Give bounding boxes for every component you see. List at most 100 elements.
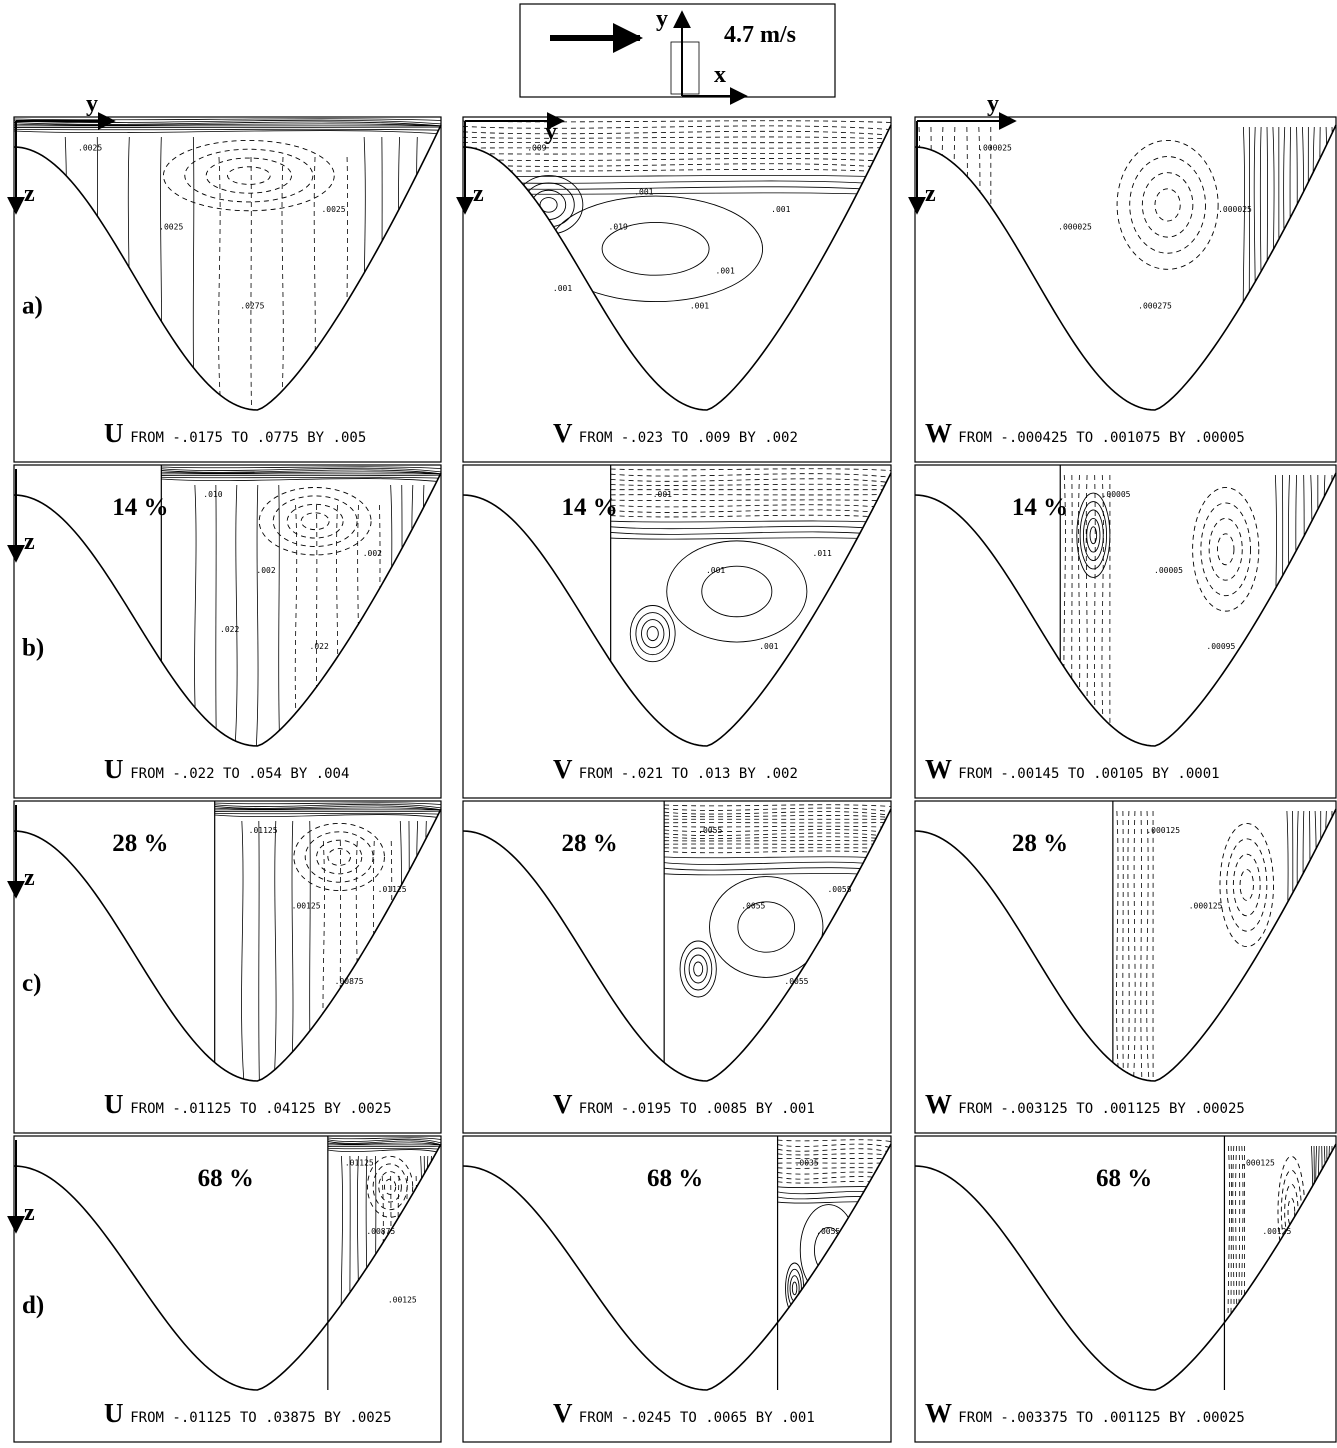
v-contour bbox=[701, 565, 773, 618]
range-text: FROM -.023 TO .009 BY .002 bbox=[579, 430, 798, 446]
blockage-percent-label: 14 % bbox=[561, 494, 617, 521]
v-contour bbox=[610, 468, 891, 471]
v-contour bbox=[610, 499, 891, 502]
w-contour bbox=[1231, 1145, 1235, 1390]
range-caption: W FROM -.003125 TO .001125 BY .00025 bbox=[925, 1089, 1245, 1119]
contour-value-label: .001 bbox=[759, 642, 778, 651]
range-caption: W FROM -.00145 TO .00105 BY .0001 bbox=[925, 754, 1220, 784]
range-caption: V FROM -.021 TO .013 BY .002 bbox=[553, 754, 798, 784]
contour-value-label: .0025 bbox=[78, 143, 102, 152]
u-contour bbox=[327, 1137, 441, 1140]
v-contour bbox=[601, 222, 710, 276]
panel-v-c: .0055 .0055 .0055 .0055 28 % V FROM -.0195 TO… bbox=[462, 800, 892, 1134]
u-contour bbox=[327, 1140, 441, 1146]
contour-value-label: .0055 bbox=[816, 1227, 840, 1236]
contour-value-label: .000275 bbox=[1138, 302, 1172, 311]
w-contour bbox=[1192, 487, 1260, 612]
range-caption: V FROM -.0245 TO .0065 BY .001 bbox=[553, 1398, 815, 1428]
w-contour bbox=[1241, 1145, 1245, 1390]
blockage-percent-label: 28 % bbox=[1012, 830, 1068, 857]
panel-frame bbox=[462, 464, 892, 799]
w-contour bbox=[1154, 188, 1181, 222]
u-contour bbox=[241, 820, 245, 1081]
contour-value-label: .0055 bbox=[698, 826, 722, 835]
y-axis-label: y bbox=[545, 119, 557, 145]
contour-value-label: .0025 bbox=[159, 222, 183, 231]
u-contour bbox=[272, 495, 358, 547]
contour-value-label: .00125 bbox=[1262, 1227, 1291, 1236]
u-contour bbox=[366, 1155, 414, 1218]
v-contour bbox=[679, 940, 717, 998]
blockage-percent-label: 68 % bbox=[198, 1165, 254, 1192]
contour-value-label: .000025 bbox=[978, 143, 1012, 152]
range-caption: W FROM -.000425 TO .001075 BY .00005 bbox=[925, 418, 1245, 448]
contour-value-label: .010 bbox=[203, 490, 222, 499]
row-b: .010 .002 .022 .002 .022 z 14 % U FROM -.022 TO… bbox=[7, 464, 1337, 799]
v-contour bbox=[463, 125, 891, 130]
range-caption: U FROM -.01125 TO .04125 BY .0025 bbox=[104, 1089, 392, 1119]
v-contour bbox=[463, 168, 891, 173]
w-contour bbox=[1116, 139, 1219, 270]
y-axis-label: y bbox=[987, 91, 999, 117]
v-contour bbox=[610, 520, 891, 524]
u-contour bbox=[327, 1138, 441, 1144]
u-contour bbox=[214, 814, 441, 819]
blockage-percent-label: 68 % bbox=[647, 1165, 703, 1192]
v-contour bbox=[664, 856, 891, 859]
channel-boundary bbox=[914, 124, 1337, 411]
contour-value-label: .001 bbox=[634, 187, 653, 196]
contour-value-label: .001 bbox=[553, 284, 572, 293]
v-contour bbox=[791, 1281, 798, 1296]
contour-value-label: .002 bbox=[256, 566, 275, 575]
range-text: FROM -.022 TO .054 BY .004 bbox=[130, 766, 349, 782]
v-contour bbox=[646, 626, 659, 642]
w-contour bbox=[1238, 1145, 1241, 1390]
w-contour bbox=[1216, 533, 1235, 566]
contour-lines bbox=[664, 804, 891, 998]
range-caption: U FROM -.0175 TO .0775 BY .005 bbox=[104, 418, 366, 448]
v-contour bbox=[539, 197, 558, 213]
u-contour bbox=[14, 128, 441, 131]
u-contour bbox=[258, 487, 372, 556]
range-text: FROM -.003125 TO .001125 BY .00025 bbox=[958, 1101, 1245, 1117]
blockage-percent-label: 68 % bbox=[1096, 1165, 1152, 1192]
u-contour bbox=[378, 1171, 402, 1203]
flow-legend: y x 4.7 m/s bbox=[519, 3, 836, 105]
row-c: .01125 .00125 .00875 .01125 z 28 % U FROM -.01… bbox=[7, 800, 1337, 1134]
w-contour bbox=[1133, 810, 1136, 1081]
u-contour bbox=[273, 820, 277, 1081]
panel-frame bbox=[13, 800, 442, 1134]
w-contour bbox=[1140, 810, 1143, 1081]
panel-u-b: .010 .002 .022 .002 .022 z 14 % U FROM -.022 TO… bbox=[7, 464, 442, 799]
v-contour bbox=[610, 473, 891, 478]
range-text: FROM -.01125 TO .04125 BY .0025 bbox=[130, 1101, 391, 1117]
panel-u-d: .01125 .00875 .00125 z 68 % U FROM -.01125 TO… bbox=[7, 1135, 442, 1443]
contour-value-label: .0055 bbox=[741, 902, 765, 911]
v-contour bbox=[693, 961, 704, 977]
v-contour bbox=[777, 1153, 891, 1157]
u-contour bbox=[290, 820, 294, 1081]
range-text: FROM -.021 TO .013 BY .002 bbox=[579, 766, 798, 782]
contour-value-label: .019 bbox=[609, 222, 628, 231]
u-contour bbox=[250, 156, 252, 410]
channel-boundary bbox=[13, 808, 442, 1082]
v-contour bbox=[777, 1148, 891, 1153]
u-contour bbox=[304, 831, 374, 883]
panel-frame bbox=[13, 464, 442, 799]
v-contour bbox=[777, 1143, 891, 1149]
z-axis-label: z bbox=[24, 865, 35, 891]
v-contour bbox=[688, 954, 708, 984]
u-contour bbox=[214, 812, 441, 815]
panel-frame bbox=[914, 1135, 1337, 1443]
panel-w-a: .000025 .000025 .000275 .000025 y z W FROM -.0… bbox=[908, 91, 1337, 463]
range-text: FROM -.0245 TO .0065 BY .001 bbox=[579, 1410, 815, 1426]
u-contour bbox=[14, 130, 441, 135]
u-contour bbox=[14, 121, 441, 127]
variable-name: V bbox=[553, 1089, 579, 1119]
z-axis-label: z bbox=[473, 181, 484, 207]
v-contour bbox=[463, 130, 891, 136]
u-contour bbox=[300, 512, 330, 531]
u-contour bbox=[316, 839, 363, 875]
contour-value-label: .001 bbox=[690, 302, 709, 311]
